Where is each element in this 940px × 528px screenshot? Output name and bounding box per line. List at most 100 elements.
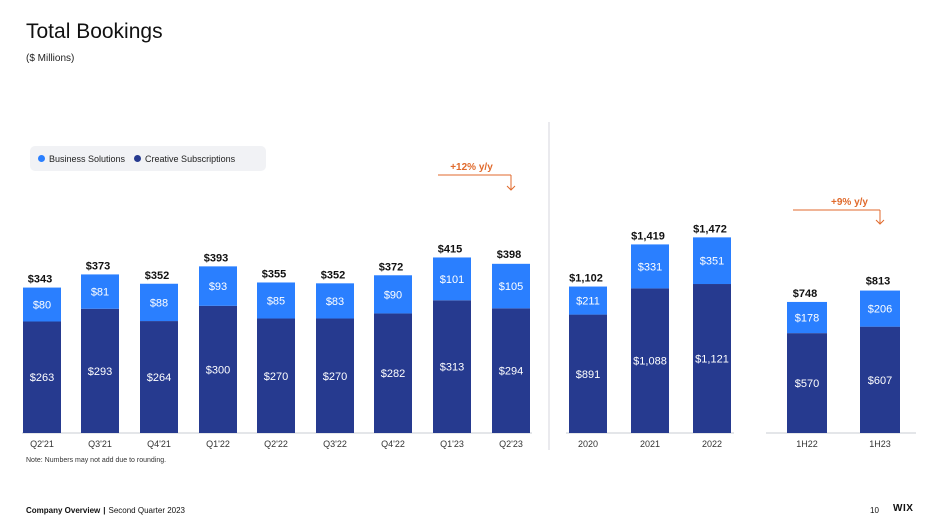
total-label: $355 [262,268,286,280]
data-label-business-solutions: $101 [440,274,464,286]
bar-business-solutions [374,275,412,314]
bar-creative-subscriptions [140,321,178,433]
bar-creative-subscriptions [257,318,295,433]
total-label: $352 [145,270,169,282]
annotation-arrowhead [506,185,516,191]
data-label-business-solutions: $80 [33,300,51,312]
data-label-business-solutions: $178 [795,313,819,325]
bar-business-solutions [140,283,178,322]
total-label: $398 [497,249,521,261]
data-label-business-solutions: $331 [638,261,662,273]
total-label: $393 [204,252,228,264]
total-label: $1,472 [693,223,727,235]
x-tick-label: Q2'22 [264,439,288,449]
data-label-creative-subscriptions: $570 [795,378,819,390]
total-label: $1,419 [631,230,665,242]
bar-creative-subscriptions [433,300,471,433]
bar-creative-subscriptions [81,308,119,433]
data-label-creative-subscriptions: $270 [264,371,288,383]
total-label: $372 [379,261,403,273]
chart-legend: Business Solutions Creative Subscription… [30,146,266,171]
bar-business-solutions [492,263,530,309]
bar-creative-subscriptions [492,308,530,433]
data-label-creative-subscriptions: $263 [30,372,54,384]
footer-separator: | [103,506,106,515]
data-label-creative-subscriptions: $891 [576,369,600,381]
data-label-business-solutions: $85 [267,296,285,308]
data-label-creative-subscriptions: $1,121 [695,354,729,366]
x-tick-label: 2022 [702,439,722,449]
x-tick-label: 1H23 [869,439,891,449]
bar-creative-subscriptions [23,321,61,433]
page-subtitle: ($ Millions) [26,53,75,64]
annotation-arrowhead [875,219,885,225]
legend-label-business-solutions: Business Solutions [49,153,126,164]
bar-business-solutions [257,282,295,319]
x-tick-label: Q1'23 [440,439,464,449]
x-tick-label: Q2'23 [499,439,523,449]
bar-business-solutions [433,257,471,301]
bar-creative-subscriptions [374,313,412,433]
total-label: $373 [86,260,110,272]
bar-business-solutions [787,301,827,334]
footer-period: Second Quarter 2023 [108,506,186,515]
total-label: $352 [321,269,345,281]
data-label-business-solutions: $83 [326,296,344,308]
total-label: $343 [28,274,52,286]
data-label-creative-subscriptions: $1,088 [633,356,667,368]
data-label-creative-subscriptions: $300 [206,364,230,376]
legend-swatch-business-solutions [38,155,45,162]
wix-logo: WIX [893,503,914,514]
growth-annotation: +12% y/y [450,162,493,173]
legend-item-creative-subscriptions: Creative Subscriptions [134,154,235,164]
x-tick-label: Q2'21 [30,439,54,449]
x-tick-label: 2020 [578,439,598,449]
bar-creative-subscriptions [316,318,354,433]
x-tick-label: Q1'22 [206,439,230,449]
bar-creative-subscriptions [199,305,237,433]
bar-creative-subscriptions [569,314,607,433]
total-label: $1,102 [569,273,603,285]
bar-business-solutions [693,237,731,285]
total-label: $415 [438,243,462,255]
data-label-business-solutions: $105 [499,281,523,293]
bar-creative-subscriptions [631,288,669,433]
total-label: $813 [866,276,890,288]
data-label-creative-subscriptions: $607 [868,375,892,387]
growth-annotation: +9% y/y [831,197,868,208]
data-label-creative-subscriptions: $293 [88,366,112,378]
data-label-business-solutions: $81 [91,287,109,299]
x-tick-label: 1H22 [796,439,818,449]
page-number: 10 [870,506,879,515]
data-label-creative-subscriptions: $313 [440,362,464,374]
footer: Company Overview | Second Quarter 2023 [26,506,185,515]
x-tick-label: Q3'21 [88,439,112,449]
data-label-business-solutions: $90 [384,289,402,301]
data-label-business-solutions: $211 [576,296,600,308]
footer-company: Company Overview [26,506,101,515]
legend-item-business-solutions: Business Solutions [38,154,125,164]
data-label-business-solutions: $206 [868,304,892,316]
bar-business-solutions [23,287,61,322]
bar-creative-subscriptions [787,333,827,433]
legend-swatch-creative-subscriptions [134,155,142,162]
data-label-creative-subscriptions: $270 [323,371,347,383]
data-label-business-solutions: $351 [700,256,724,268]
x-tick-label: 2021 [640,439,660,449]
data-label-business-solutions: $88 [150,297,168,309]
x-tick-label: Q4'22 [381,439,405,449]
footnote: Note: Numbers may not add due to roundin… [26,457,167,464]
x-tick-label: Q3'22 [323,439,347,449]
bar-business-solutions [569,286,607,315]
x-tick-label: Q4'21 [147,439,171,449]
bar-business-solutions [860,290,900,327]
bar-business-solutions [316,283,354,319]
page-title: Total Bookings [26,20,163,43]
bar-business-solutions [631,244,669,289]
bar-creative-subscriptions [860,326,900,433]
bar-business-solutions [199,266,237,306]
data-label-creative-subscriptions: $264 [147,372,171,384]
bar-business-solutions [81,274,119,309]
legend-label-creative-subscriptions: Creative Subscriptions [145,153,236,164]
